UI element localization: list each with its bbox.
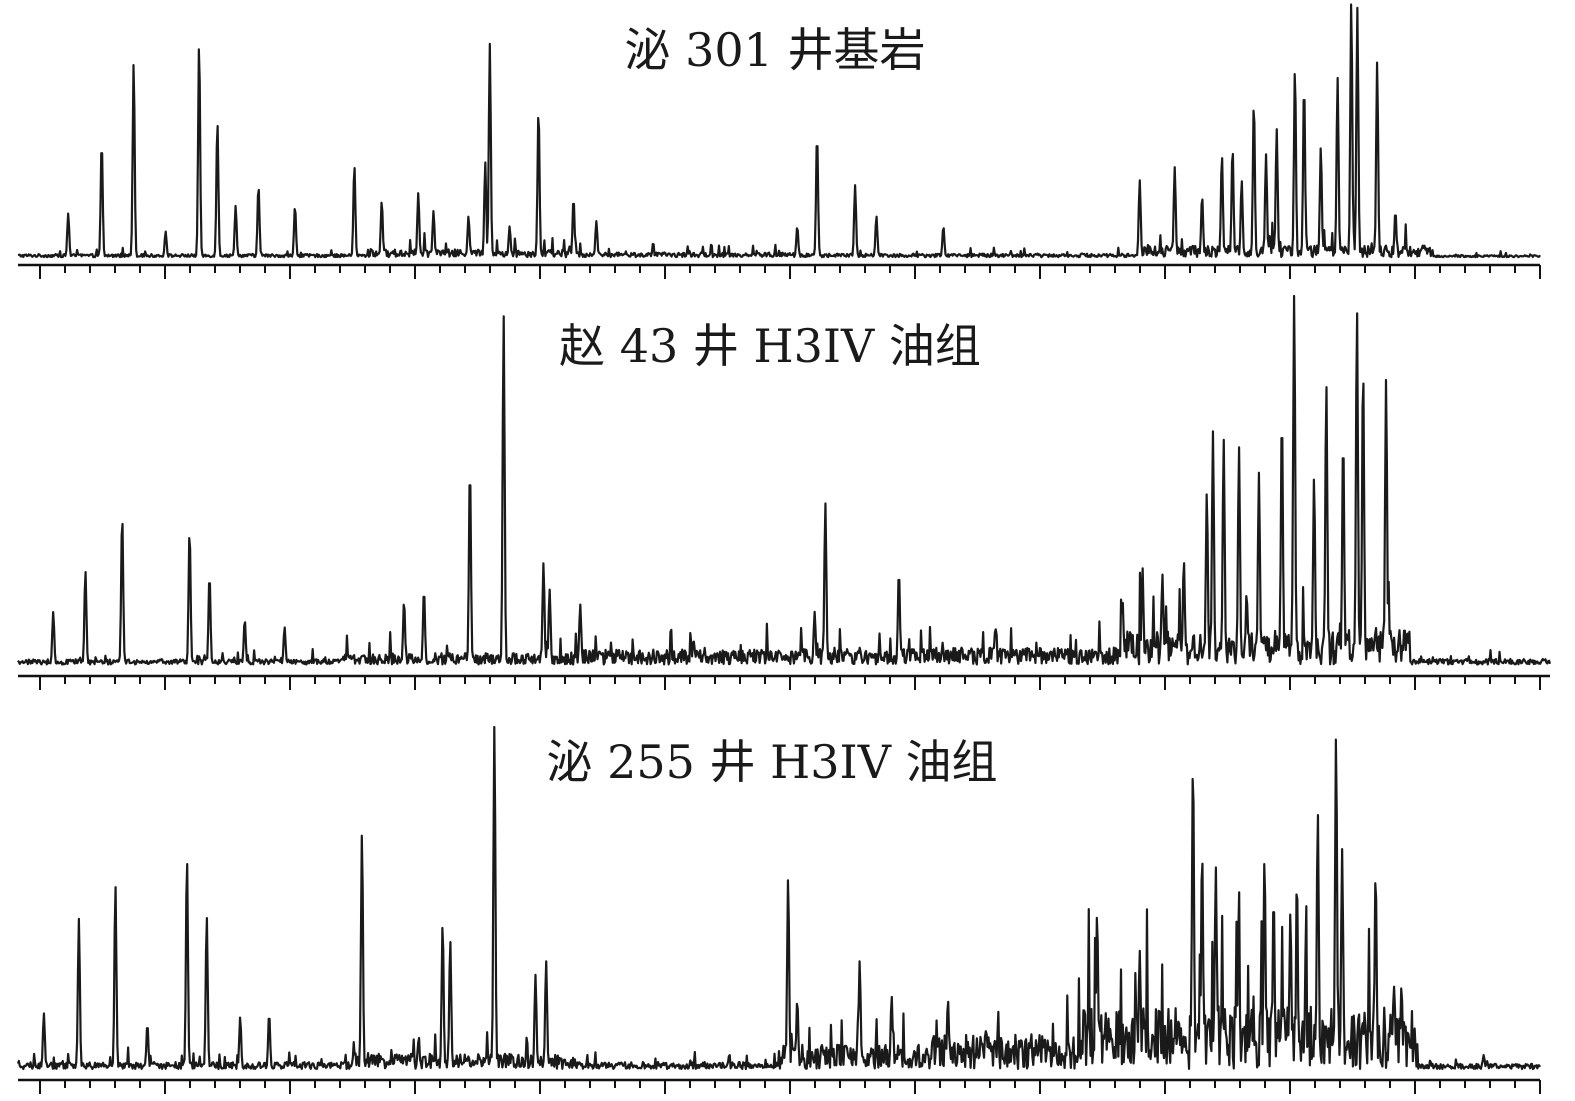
x-axis-ticks (39, 676, 1541, 690)
chromatogram-panel: 赵 43 井 H3IV 油组 (17, 294, 1552, 690)
chart-title: 泌 301 井基岩 (624, 23, 925, 77)
x-axis-ticks (39, 1080, 1541, 1094)
chromatogram-trace (16, 725, 1541, 1071)
chromatogram-panel: 泌 255 井 H3IV 油组 (16, 725, 1541, 1094)
chart-title: 泌 255 井 H3IV 油组 (546, 735, 997, 789)
chart-title: 赵 43 井 H3IV 油组 (559, 319, 981, 373)
chromatogram-trace (17, 294, 1552, 666)
x-axis-ticks (39, 265, 1541, 279)
chromatogram-panel: 泌 301 井基岩 (17, 3, 1541, 279)
chromatogram-trace (17, 3, 1541, 259)
